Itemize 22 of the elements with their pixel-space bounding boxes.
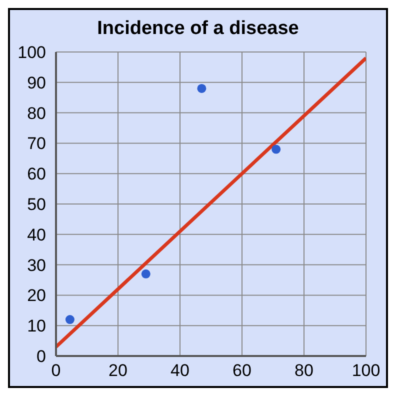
x-tick-label: 80 — [294, 361, 314, 380]
y-tick-label: 10 — [27, 316, 46, 336]
y-tick-label: 90 — [27, 73, 46, 92]
point — [141, 269, 150, 278]
x-tick-label: 20 — [108, 361, 128, 380]
chart-title: Incidence of a disease — [96, 18, 300, 41]
y-tick-label: 100 — [18, 43, 46, 62]
point — [197, 84, 206, 93]
x-tick-label: 60 — [232, 361, 252, 380]
x-tick-label: 100 — [352, 361, 380, 380]
y-tick-label: 50 — [27, 195, 46, 214]
y-tick-label: 60 — [27, 164, 46, 184]
y-tick-label: 70 — [27, 134, 46, 154]
x-tick-label: 40 — [170, 361, 190, 380]
point — [65, 315, 74, 324]
y-tick-label: 20 — [27, 286, 46, 306]
y-tick-label: 0 — [36, 347, 46, 366]
y-tick-label: 30 — [27, 256, 46, 275]
point — [272, 144, 281, 154]
y-tick-label: 40 — [27, 225, 46, 244]
x-tick-label: 0 — [51, 361, 61, 380]
y-tick-label: 80 — [27, 104, 46, 123]
